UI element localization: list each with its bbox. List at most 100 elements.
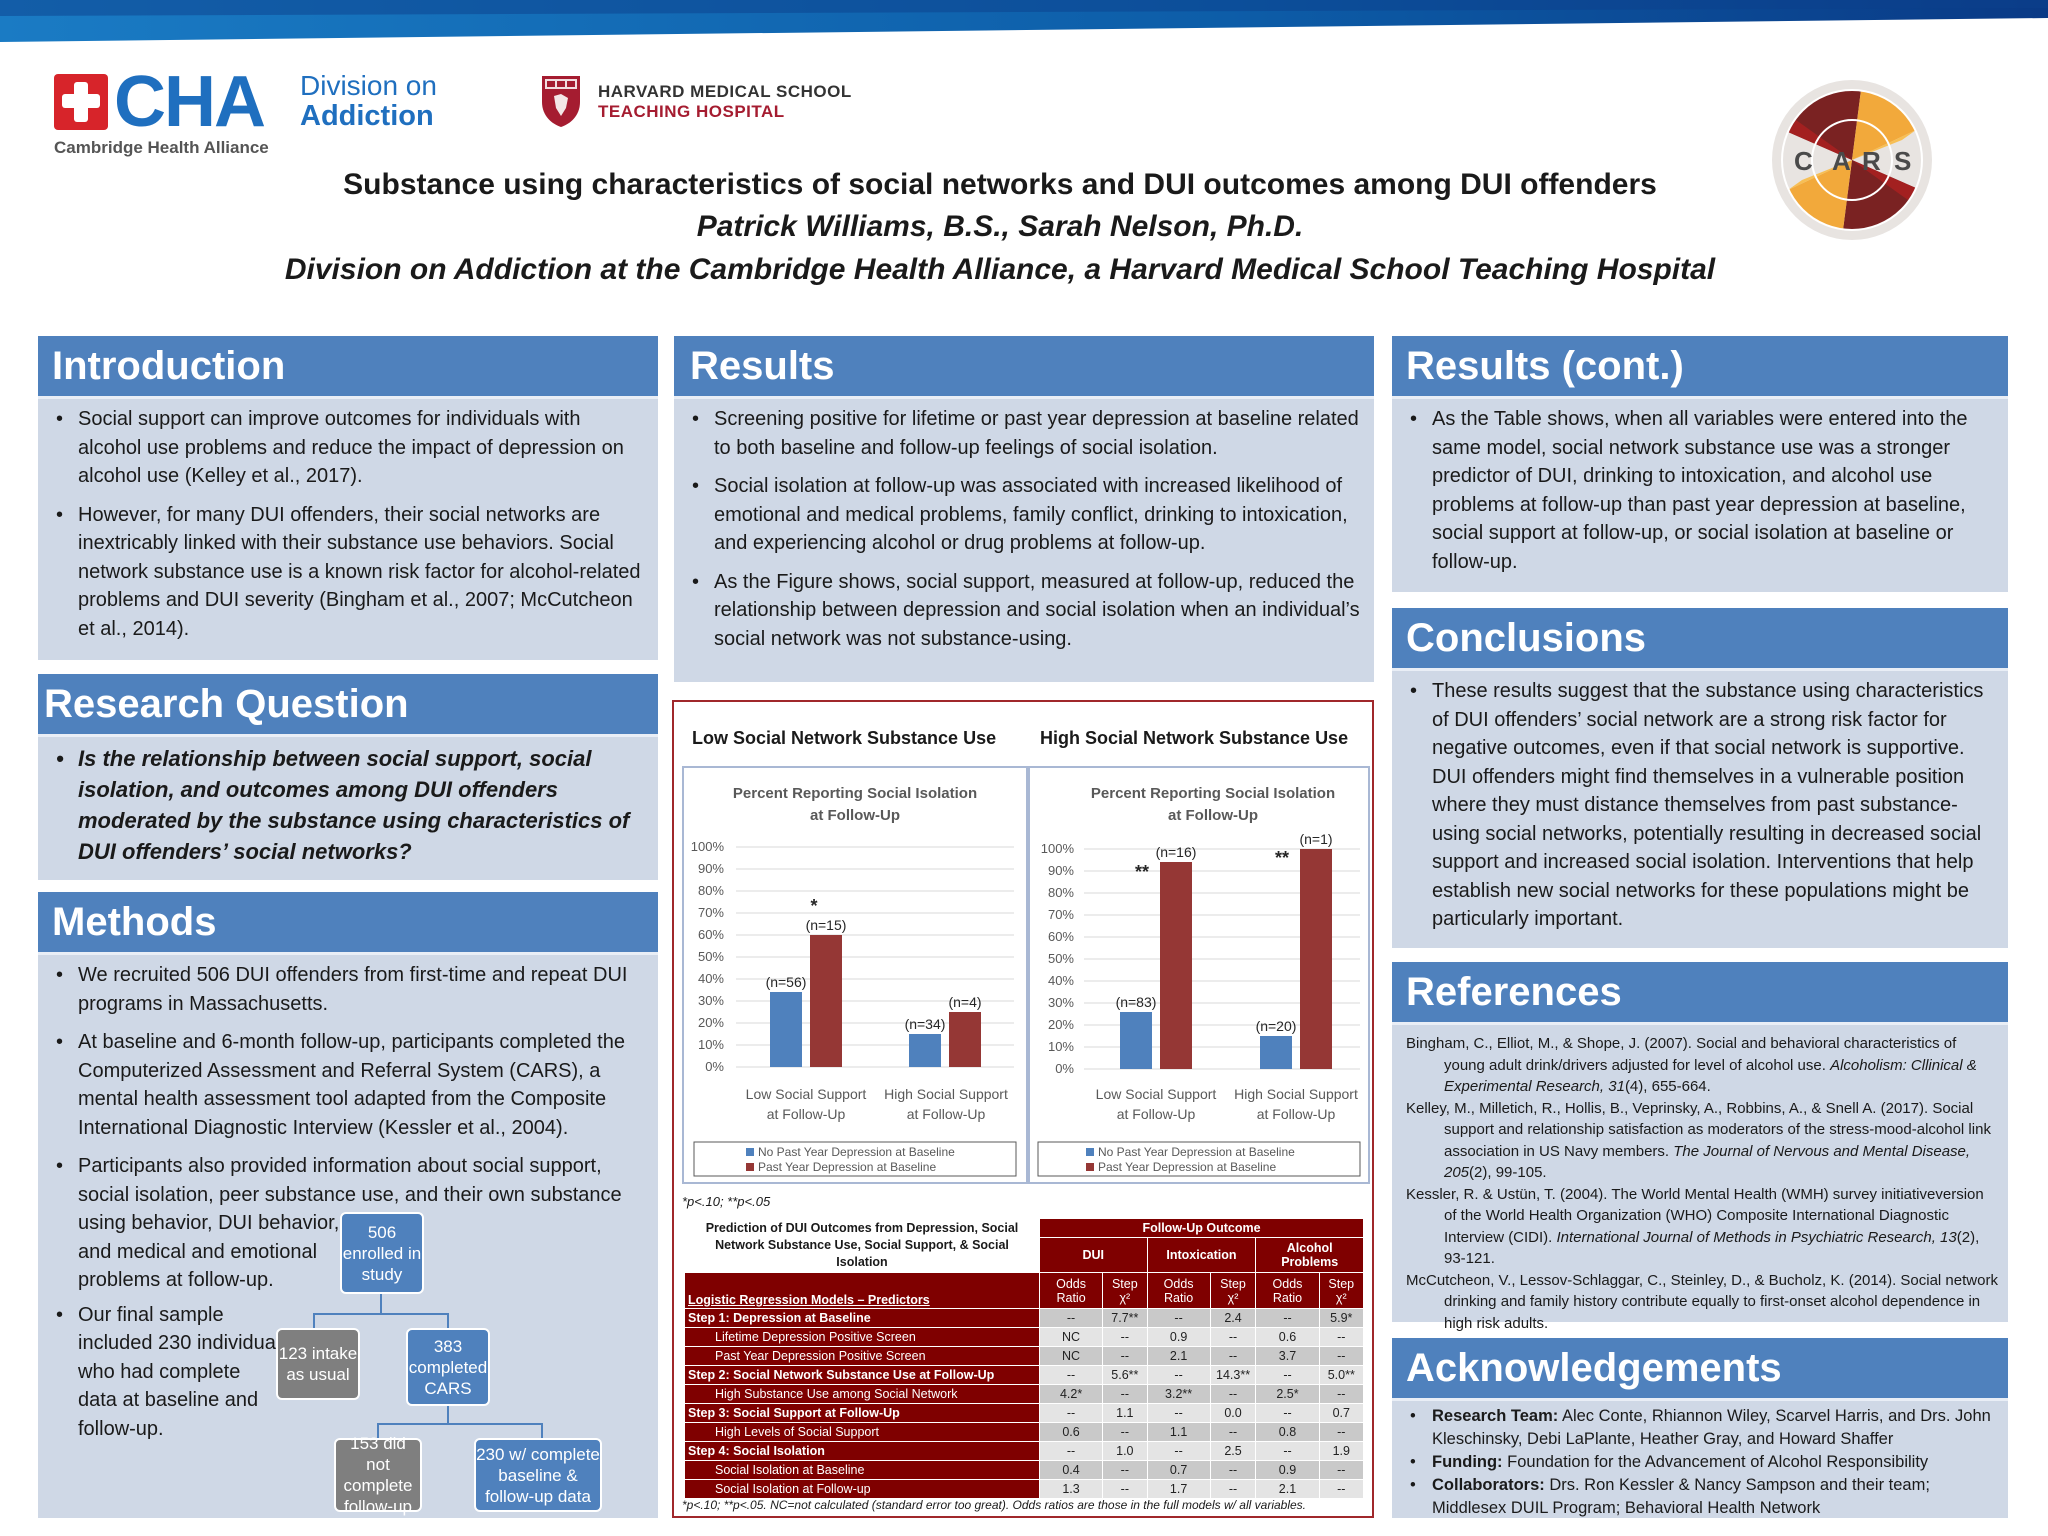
svg-text:Past Year Depression at Baseli: Past Year Depression at Baseline — [758, 1160, 936, 1174]
svg-text:(n=20): (n=20) — [1256, 1018, 1297, 1034]
svg-text:at Follow-Up: at Follow-Up — [810, 807, 900, 824]
flow-box-intake-as-usual: 123 intake as usual — [276, 1328, 360, 1400]
poster-title-block: Substance using characteristics of socia… — [200, 164, 1800, 292]
table-row: Step 3: Social Support at Follow-Up -- 1.… — [684, 1403, 1365, 1423]
methods-bullet3-line: problems at follow-up. — [78, 1269, 274, 1291]
svg-text:60%: 60% — [698, 927, 724, 942]
svg-text:High Social Support: High Social Support — [1234, 1086, 1358, 1102]
methods-heading: Methods — [38, 892, 658, 955]
svg-text:20%: 20% — [698, 1015, 724, 1030]
results-cont-bullet: As the Table shows, when all variables w… — [1406, 405, 1996, 576]
svg-text:80%: 80% — [698, 883, 724, 898]
svg-text:**: ** — [1135, 862, 1149, 882]
results-bullet: As the Figure shows, social support, mea… — [688, 568, 1362, 654]
conclusions-heading: Conclusions — [1392, 608, 2008, 671]
svg-text:C: C — [1794, 146, 1813, 176]
svg-text:Percent Reporting Social Isola: Percent Reporting Social Isolation — [733, 785, 977, 802]
acknowledgements-section: Acknowledgements Research Team: Alec Con… — [1392, 1338, 2008, 1518]
results-figure: Low Social Network Substance Use High So… — [672, 700, 1374, 1518]
reference-item: Kelley, M., Milletich, R., Hollis, B., V… — [1406, 1099, 1991, 1182]
bar-low-support-no-depression — [770, 992, 802, 1067]
hms-line1: HARVARD MEDICAL SCHOOL — [598, 82, 852, 101]
methods-section: Methods We recruited 506 DUI offenders f… — [38, 892, 658, 1518]
results-heading: Results — [674, 336, 1374, 399]
svg-text:(n=34): (n=34) — [905, 1016, 946, 1032]
svg-text:40%: 40% — [698, 971, 724, 986]
svg-text:**: ** — [1275, 848, 1289, 868]
chart-high-network: Percent Reporting Social Isolation at Fo… — [1028, 766, 1370, 1184]
enrollment-flowchart: 506 enrolled in study 123 intake as usua… — [38, 892, 658, 1518]
svg-text:at Follow-Up: at Follow-Up — [1257, 1106, 1336, 1122]
svg-text:70%: 70% — [698, 905, 724, 920]
outcome-alcohol-problems: Alcohol Problems — [1255, 1237, 1364, 1273]
cha-logo-letters: CHA — [114, 62, 266, 142]
svg-text:at Follow-Up: at Follow-Up — [767, 1106, 846, 1122]
svg-text:Percent Reporting Social Isola: Percent Reporting Social Isolation — [1091, 785, 1335, 802]
table-row: Social Isolation at Baseline 0.4 -- 0.7 --… — [684, 1460, 1365, 1480]
poster-authors: Patrick Williams, B.S., Sarah Nelson, Ph… — [696, 210, 1304, 243]
introduction-bullet: However, for many DUI offenders, their s… — [52, 501, 646, 644]
flow-box-did-not-complete: 153 did not complete follow-up — [334, 1434, 422, 1516]
cha-subtitle: Cambridge Health Alliance — [54, 138, 269, 157]
panel-title-low: Low Social Network Substance Use — [692, 728, 997, 748]
svg-text:80%: 80% — [1048, 885, 1074, 900]
legend-swatch-no-depression — [746, 1148, 754, 1156]
table-row: Past Year Depression Positive Screen NC -… — [684, 1346, 1365, 1366]
ack-item: Collaborators: Drs. Ron Kessler & Nancy … — [1406, 1474, 1996, 1520]
svg-text:(n=15): (n=15) — [806, 917, 847, 933]
introduction-heading: Introduction — [38, 336, 658, 399]
cars-wheel-icon: C A R S — [1772, 80, 1932, 240]
results-bullet: Social isolation at follow-up was associ… — [688, 472, 1362, 558]
cha-cross-icon — [54, 74, 108, 130]
figure-significance-note: *p<.10; **p<.05 — [682, 1194, 771, 1209]
regression-table: Prediction of DUI Outcomes from Depressi… — [684, 1217, 1365, 1499]
svg-text:Low Social Support: Low Social Support — [1096, 1086, 1217, 1102]
svg-text:High Social Support: High Social Support — [884, 1086, 1008, 1102]
ack-item: Funding: Foundation for the Advancement … — [1406, 1451, 1996, 1474]
svg-text:70%: 70% — [1048, 907, 1074, 922]
flowchart-connectors — [313, 1294, 543, 1438]
introduction-section: Introduction Social support can improve … — [38, 336, 658, 660]
svg-text:(n=1): (n=1) — [1299, 831, 1332, 847]
bar-low-support-no-depression — [1120, 1012, 1152, 1069]
references-section: References Bingham, C., Elliot, M., & Sh… — [1392, 962, 2008, 1332]
chart-low-network: Percent Reporting Social Isolation at Fo… — [682, 766, 1028, 1184]
research-question-heading: Research Question — [38, 674, 658, 737]
svg-text:(n=56): (n=56) — [766, 974, 807, 990]
table-title: Prediction of DUI Outcomes from Depressi… — [684, 1218, 1040, 1273]
methods-bullet: At baseline and 6-month follow-up, parti… — [52, 1028, 646, 1142]
table-footnote: *p<.10; **p<.05. NC=not calculated (stan… — [682, 1498, 1306, 1512]
reference-item: McCutcheon, V., Lessov-Schlaggar, C., St… — [1406, 1271, 1998, 1332]
conclusions-bullet: These results suggest that the substance… — [1406, 677, 1996, 934]
cha-division-line1: Division on — [300, 70, 437, 101]
research-question-section: Research Question Is the relationship be… — [38, 674, 658, 880]
flow-box-complete-data: 230 w/ complete baseline & follow-up dat… — [474, 1438, 602, 1512]
poster-affiliation: Division on Addiction at the Cambridge H… — [284, 253, 1716, 286]
svg-text:Past Year Depression at Baseli: Past Year Depression at Baseline — [1098, 1160, 1276, 1174]
hms-line2: TEACHING HOSPITAL — [598, 102, 785, 121]
svg-text:30%: 30% — [698, 993, 724, 1008]
references-heading: References — [1392, 962, 2008, 1025]
conclusions-section: Conclusions These results suggest that t… — [1392, 608, 2008, 948]
svg-text:50%: 50% — [698, 949, 724, 964]
table-row: Social Isolation at Follow-up 1.3 -- 1.7-… — [684, 1479, 1365, 1499]
svg-text:R: R — [1862, 146, 1881, 176]
table-row: Step 1: Depression at Baseline -- 7.7** -… — [684, 1308, 1365, 1328]
methods-bullet3-line: and medical and emotional — [78, 1240, 318, 1263]
table-row: Step 2: Social Network Substance Use at … — [684, 1365, 1365, 1385]
hms-logo: HARVARD MEDICAL SCHOOL TEACHING HOSPITAL — [540, 74, 900, 134]
svg-text:20%: 20% — [1048, 1017, 1074, 1032]
svg-text:90%: 90% — [1048, 863, 1074, 878]
ack-item: Research Team: Alec Conte, Rhiannon Wile… — [1406, 1405, 1996, 1451]
svg-text:No Past Year Depression at Bas: No Past Year Depression at Baseline — [1098, 1145, 1295, 1159]
svg-text:0%: 0% — [705, 1059, 724, 1074]
svg-text:100%: 100% — [691, 839, 725, 854]
svg-text:No Past Year Depression at Bas: No Past Year Depression at Baseline — [758, 1145, 955, 1159]
methods-bullet: We recruited 506 DUI offenders from firs… — [52, 961, 646, 1018]
results-section: Results Screening positive for lifetime … — [674, 336, 1374, 682]
acknowledgements-heading: Acknowledgements — [1392, 1338, 2008, 1401]
legend-swatch-depression — [746, 1163, 754, 1171]
table-row: High Substance Use among Social Network … — [684, 1384, 1365, 1404]
predictor-header: Logistic Regression Models – Predictors — [684, 1272, 1040, 1309]
svg-text:A: A — [1832, 146, 1851, 176]
